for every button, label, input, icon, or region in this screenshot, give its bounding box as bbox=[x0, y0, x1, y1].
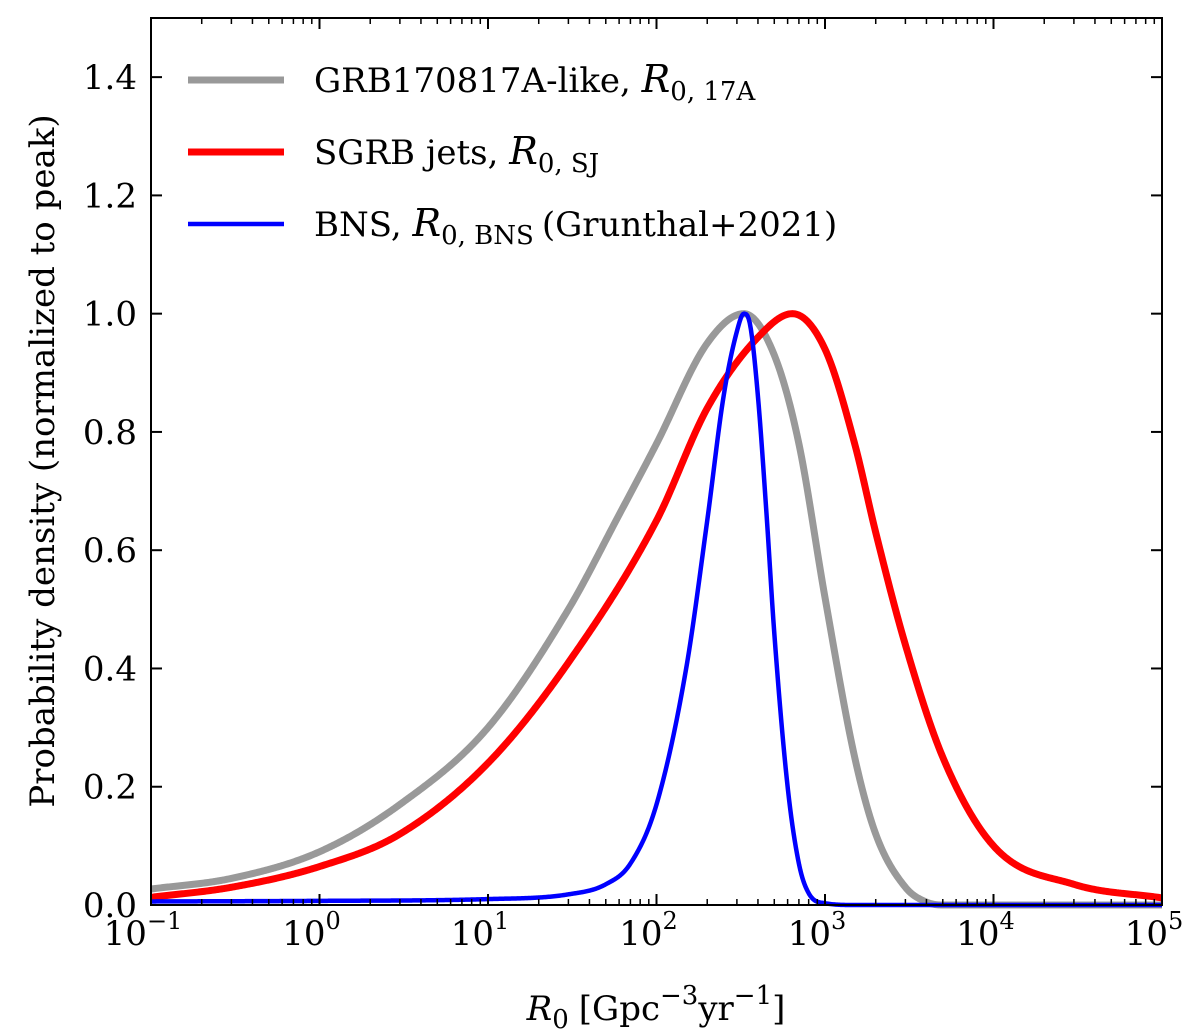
legend: GRB170817A-like, R0, 17A SGRB jets, R0, S… bbox=[188, 57, 837, 251]
plot-frame bbox=[150, 17, 1163, 906]
x-axis-sub: 0 bbox=[552, 1005, 569, 1035]
x-axis-exp1: −3 bbox=[660, 981, 698, 1011]
x-tick-label: 105 bbox=[1125, 907, 1184, 954]
y-tick-label: 1.4 bbox=[83, 58, 137, 98]
y-tick-label: 0.6 bbox=[83, 531, 137, 571]
legend-label-bns: BNS, R0, BNS (Grunthal+2021) bbox=[314, 201, 837, 251]
plot-area bbox=[151, 18, 1162, 905]
y-tick-label: 0.4 bbox=[83, 649, 137, 689]
x-tick-label: 100 bbox=[282, 907, 341, 954]
ticks-layer bbox=[150, 18, 1163, 906]
y-tick-label: 1.2 bbox=[83, 176, 137, 216]
series-line-sgrb-jets bbox=[148, 310, 1165, 902]
x-tick-label: 104 bbox=[956, 907, 1015, 954]
legend-label-sgrb-jets: SGRB jets, R0, SJ bbox=[314, 129, 599, 179]
x-axis-var: R bbox=[526, 989, 553, 1029]
x-axis-exp2: −1 bbox=[734, 981, 772, 1011]
legend-label-grb170817a-like: GRB170817A-like, R0, 17A bbox=[314, 57, 756, 107]
x-tick-label: 103 bbox=[788, 907, 847, 954]
x-tick-label: 10−1 bbox=[104, 907, 183, 954]
y-tick-label: 0.8 bbox=[83, 413, 137, 453]
x-axis-units-pre: [Gpc bbox=[579, 989, 660, 1029]
y-tick-label: 1.0 bbox=[83, 295, 137, 335]
y-tick-label: 0.2 bbox=[83, 768, 137, 808]
y-tick-label: 0.0 bbox=[83, 886, 137, 926]
x-axis-units-mid: yr bbox=[697, 989, 734, 1029]
x-axis-title: R0 [Gpc−3yr−1] bbox=[526, 981, 786, 1035]
x-tick-label: 101 bbox=[451, 907, 510, 954]
x-tick-label: 102 bbox=[619, 907, 678, 954]
y-axis-title: Probability density (normalized to peak) bbox=[23, 114, 63, 807]
x-axis-units-post: ] bbox=[772, 989, 785, 1029]
tick-label-layer: 10−1 100 101 102 103 104 105 0.0 0.2 0.4 0.6 0.8 1.0… bbox=[83, 58, 1183, 954]
